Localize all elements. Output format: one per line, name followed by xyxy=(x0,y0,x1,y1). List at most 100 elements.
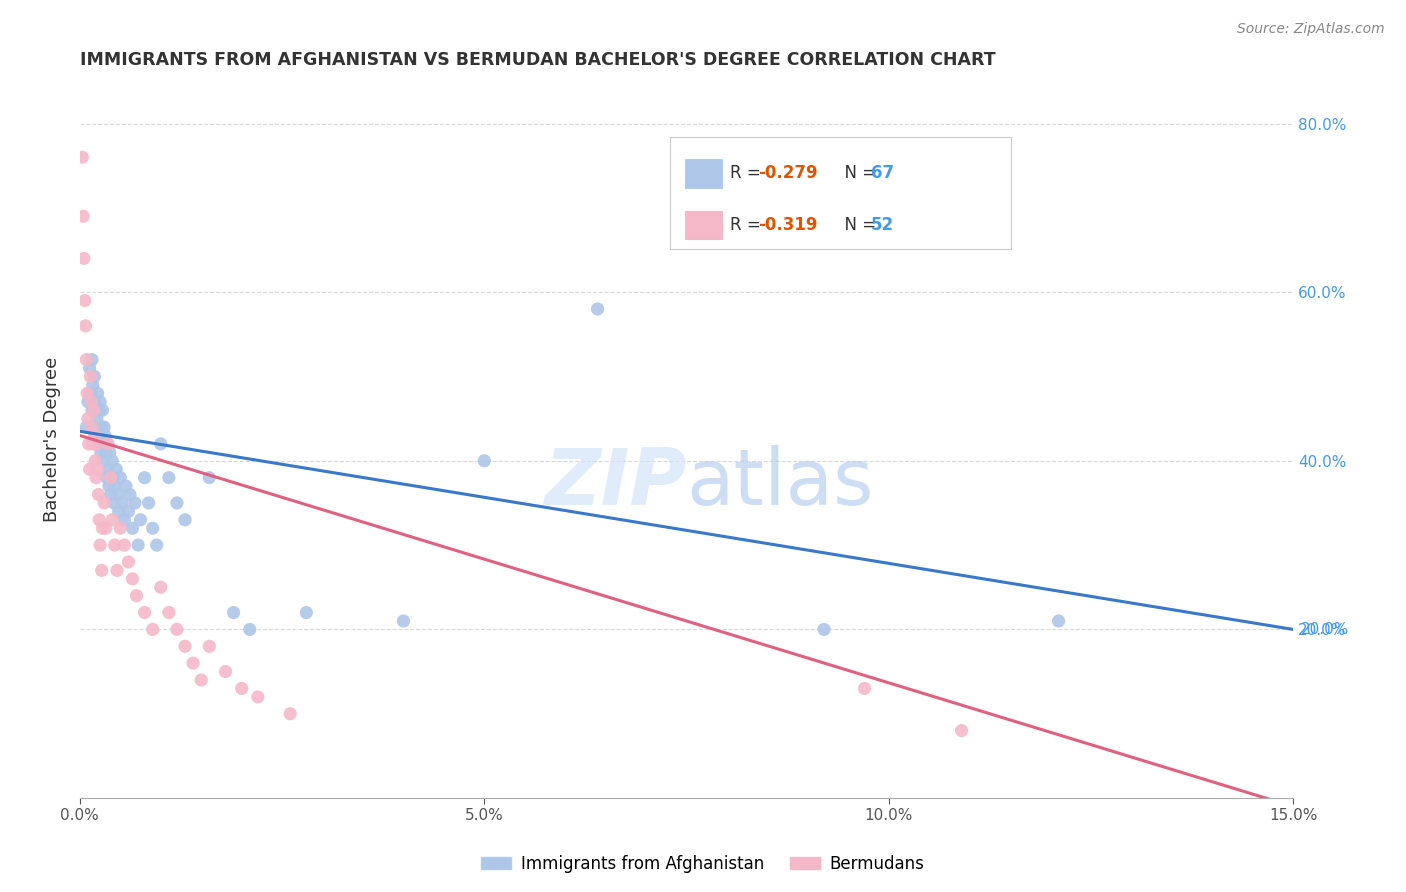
Point xyxy=(90,445,112,459)
Point xyxy=(142,521,165,535)
Point xyxy=(83,403,105,417)
Point xyxy=(73,252,96,266)
Point xyxy=(89,394,111,409)
Point xyxy=(80,394,103,409)
Point xyxy=(97,437,120,451)
Point xyxy=(121,572,143,586)
Point xyxy=(84,470,107,484)
Point xyxy=(115,479,138,493)
Point xyxy=(77,411,100,425)
Point xyxy=(72,150,94,164)
Point xyxy=(111,496,134,510)
Text: -0.319: -0.319 xyxy=(759,216,818,234)
Point xyxy=(86,386,108,401)
Point xyxy=(100,487,122,501)
Point xyxy=(72,209,94,223)
Point xyxy=(142,623,165,637)
Point xyxy=(157,470,180,484)
Text: Source: ZipAtlas.com: Source: ZipAtlas.com xyxy=(1237,22,1385,37)
Point xyxy=(75,318,97,333)
Point xyxy=(107,487,129,501)
Point xyxy=(89,403,111,417)
Point xyxy=(75,420,97,434)
Point xyxy=(145,538,167,552)
Point xyxy=(104,479,127,493)
Point xyxy=(91,403,114,417)
Point xyxy=(83,369,105,384)
Point xyxy=(472,454,495,468)
Point xyxy=(125,589,148,603)
Point xyxy=(198,470,221,484)
Point xyxy=(105,462,128,476)
Point xyxy=(94,445,117,459)
Point xyxy=(80,403,103,417)
Point xyxy=(246,690,269,704)
Point xyxy=(90,420,112,434)
Point xyxy=(80,420,103,434)
Point xyxy=(129,513,152,527)
Point xyxy=(79,369,101,384)
Text: N =: N = xyxy=(835,164,882,182)
Point xyxy=(813,623,835,637)
Point xyxy=(124,496,146,510)
Point xyxy=(90,563,112,577)
Point xyxy=(83,394,105,409)
Text: IMMIGRANTS FROM AFGHANISTAN VS BERMUDAN BACHELOR'S DEGREE CORRELATION CHART: IMMIGRANTS FROM AFGHANISTAN VS BERMUDAN … xyxy=(80,51,995,69)
Point xyxy=(295,606,318,620)
Text: R =: R = xyxy=(731,164,766,182)
Point xyxy=(121,521,143,535)
Point xyxy=(91,454,114,468)
Point xyxy=(83,420,105,434)
Point xyxy=(149,437,172,451)
Text: -0.279: -0.279 xyxy=(759,164,818,182)
Point xyxy=(118,487,141,501)
Point xyxy=(77,437,100,451)
Point xyxy=(134,606,156,620)
Point xyxy=(93,496,115,510)
Point xyxy=(83,428,105,442)
Point xyxy=(86,411,108,425)
Point xyxy=(73,293,96,308)
Point xyxy=(174,640,197,654)
Point xyxy=(586,301,609,316)
Point xyxy=(112,538,135,552)
Point xyxy=(149,580,172,594)
Point xyxy=(166,496,188,510)
Point xyxy=(86,437,108,451)
Legend: Immigrants from Afghanistan, Bermudans: Immigrants from Afghanistan, Bermudans xyxy=(475,848,931,880)
Point xyxy=(97,462,120,476)
Point xyxy=(222,606,245,620)
Point xyxy=(105,563,128,577)
Point xyxy=(87,437,110,451)
Point xyxy=(110,521,132,535)
Point xyxy=(278,706,301,721)
Point xyxy=(98,445,121,459)
Point xyxy=(84,454,107,468)
Point xyxy=(94,428,117,442)
Point xyxy=(89,428,111,442)
Point xyxy=(93,420,115,434)
Point xyxy=(853,681,876,696)
Point xyxy=(84,428,107,442)
Point xyxy=(1047,614,1070,628)
Point xyxy=(79,462,101,476)
Point xyxy=(89,513,111,527)
Point xyxy=(101,454,124,468)
Point xyxy=(181,656,204,670)
Point xyxy=(100,470,122,484)
Point xyxy=(107,504,129,518)
Point xyxy=(239,623,262,637)
Point xyxy=(79,386,101,401)
Text: N =: N = xyxy=(835,216,882,234)
Point xyxy=(101,470,124,484)
Point xyxy=(82,377,104,392)
Point xyxy=(134,470,156,484)
Point xyxy=(950,723,973,738)
Text: 20.0%: 20.0% xyxy=(1302,622,1350,637)
Point xyxy=(84,403,107,417)
Text: 52: 52 xyxy=(872,216,894,234)
Point xyxy=(190,673,212,687)
Text: 67: 67 xyxy=(872,164,894,182)
Point xyxy=(96,437,118,451)
Point xyxy=(231,681,253,696)
